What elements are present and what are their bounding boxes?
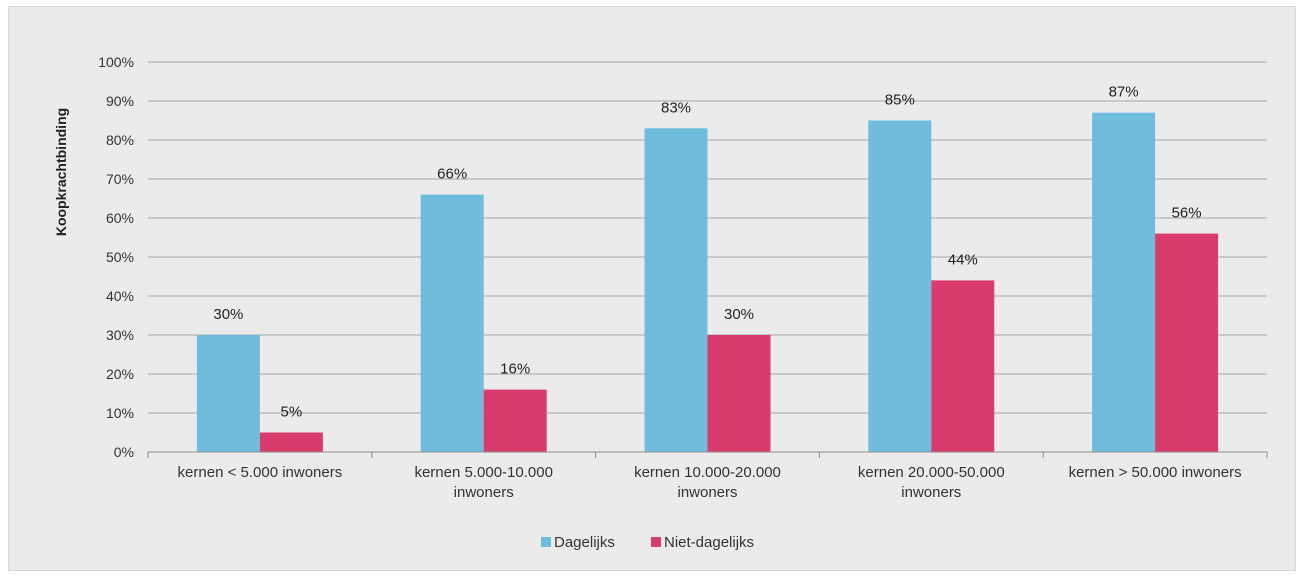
- bar-niet-dagelijks: [1155, 233, 1219, 452]
- x-category-label: inwoners: [454, 484, 514, 501]
- data-label: 83%: [661, 99, 691, 116]
- y-tick-label: 40%: [106, 288, 134, 304]
- data-label: 56%: [1172, 205, 1202, 222]
- bar-dagelijks: [1092, 112, 1156, 452]
- data-label: 30%: [724, 306, 754, 323]
- y-tick-label: 10%: [106, 405, 134, 421]
- x-axis: [147, 451, 1268, 458]
- x-category-label: kernen 20.000-50.000: [858, 464, 1005, 481]
- y-tick-label: 70%: [106, 171, 134, 187]
- y-tick-label: 50%: [106, 249, 134, 265]
- x-category-label: inwoners: [677, 484, 737, 501]
- bars: [196, 112, 1219, 453]
- bar-dagelijks: [196, 335, 260, 452]
- bar-niet-dagelijks: [483, 389, 547, 452]
- x-category-label: kernen < 5.000 inwoners: [178, 464, 343, 481]
- y-tick-label: 30%: [106, 327, 134, 343]
- bar-dagelijks: [644, 128, 708, 453]
- bar-niet-dagelijks: [259, 432, 323, 452]
- data-label: 66%: [437, 166, 467, 183]
- y-axis-label: Koopkrachtbinding: [53, 108, 69, 236]
- y-tick-label: 60%: [106, 210, 134, 226]
- legend-label: Dagelijks: [554, 534, 615, 551]
- data-label: 85%: [885, 92, 915, 109]
- bar-dagelijks: [420, 194, 484, 452]
- data-label: 87%: [1109, 84, 1139, 101]
- data-labels: 30% 5% 66% 16% 83% 30% 85% 44% 87% 56%: [213, 84, 1201, 421]
- y-tick-label: 0%: [114, 444, 134, 460]
- y-tick-label: 100%: [98, 54, 134, 70]
- data-label: 16%: [500, 361, 530, 378]
- x-category-label: kernen > 50.000 inwoners: [1069, 464, 1242, 481]
- x-category-label: inwoners: [901, 484, 961, 501]
- y-tick-label: 20%: [106, 366, 134, 382]
- bar-niet-dagelijks: [707, 335, 771, 452]
- gridlines: [148, 61, 1267, 414]
- data-label: 30%: [213, 306, 243, 323]
- y-axis-ticks: 0% 10% 20% 30% 40% 50% 60% 70% 80% 90% 100%: [98, 54, 134, 460]
- x-category-label: kernen 10.000-20.000: [634, 464, 781, 481]
- bar-dagelijks: [868, 120, 932, 452]
- y-tick-label: 90%: [106, 93, 134, 109]
- legend-swatch: [541, 537, 551, 547]
- data-label: 5%: [281, 404, 303, 421]
- bar-niet-dagelijks: [931, 280, 995, 452]
- legend-label: Niet-dagelijks: [664, 534, 754, 551]
- data-label: 44%: [948, 251, 978, 268]
- y-tick-label: 80%: [106, 132, 134, 148]
- legend-swatch: [651, 537, 661, 547]
- x-category-label: kernen 5.000-10.000: [414, 464, 552, 481]
- legend: Dagelijks Niet-dagelijks: [541, 534, 754, 551]
- x-axis-categories: kernen < 5.000 inwoners kernen 5.000-10.0…: [178, 464, 1242, 501]
